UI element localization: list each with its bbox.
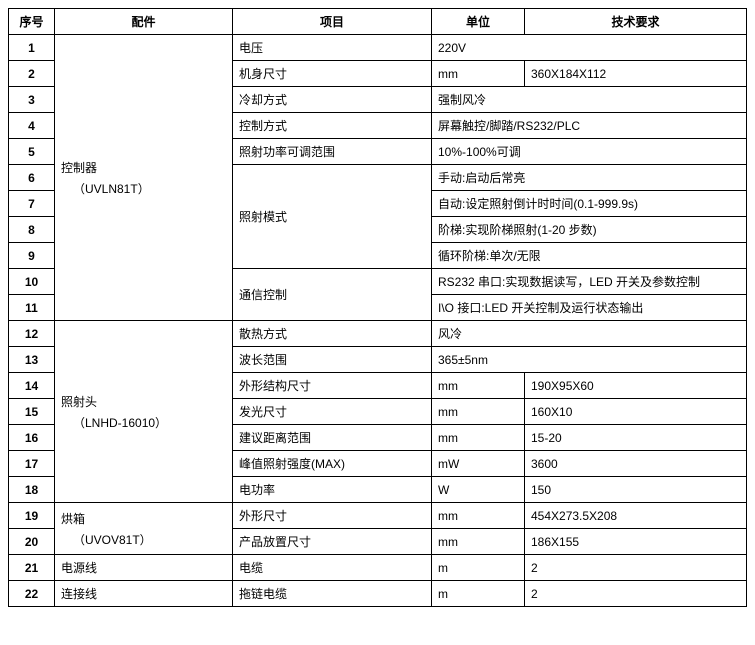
table-row: 21 电源线电缆m2: [9, 555, 747, 581]
cell-unit: mW: [432, 451, 525, 477]
cell-project: 产品放置尺寸: [233, 529, 432, 555]
cell-part: 电源线: [55, 555, 233, 581]
cell-spec: 454X273.5X208: [525, 503, 747, 529]
cell-spec: 2: [525, 555, 747, 581]
cell-unit: mm: [432, 503, 525, 529]
cell-spec: 3600: [525, 451, 747, 477]
cell-unit: mm: [432, 399, 525, 425]
cell-unit: mm: [432, 61, 525, 87]
cell-project: 外形尺寸: [233, 503, 432, 529]
cell-spec: 10%-100%可调: [432, 139, 747, 165]
part-name: 电源线: [61, 559, 226, 576]
cell-idx: 13: [9, 347, 55, 373]
cell-idx: 11: [9, 295, 55, 321]
part-model: （LNHD-16010）: [61, 414, 226, 431]
part-model: （UVLN81T）: [61, 180, 226, 197]
col-part: 配件: [55, 9, 233, 35]
cell-spec: 150: [525, 477, 747, 503]
cell-unit: m: [432, 555, 525, 581]
col-proj: 项目: [233, 9, 432, 35]
cell-idx: 1: [9, 35, 55, 61]
cell-project: 拖链电缆: [233, 581, 432, 607]
cell-idx: 16: [9, 425, 55, 451]
cell-unit: mm: [432, 373, 525, 399]
cell-idx: 21: [9, 555, 55, 581]
cell-idx: 7: [9, 191, 55, 217]
table-row: 19烘箱（UVOV81T）外形尺寸mm454X273.5X208: [9, 503, 747, 529]
cell-spec: 2: [525, 581, 747, 607]
cell-part: 照射头 （LNHD-16010）: [55, 321, 233, 503]
cell-idx: 15: [9, 399, 55, 425]
cell-unit: mm: [432, 529, 525, 555]
table-row: 22 连接线拖链电缆m2: [9, 581, 747, 607]
cell-project: 通信控制: [233, 269, 432, 321]
cell-project: 峰值照射强度(MAX): [233, 451, 432, 477]
cell-project: 电功率: [233, 477, 432, 503]
cell-project: 照射功率可调范围: [233, 139, 432, 165]
cell-part: 烘箱 （UVOV81T）: [55, 503, 233, 555]
cell-idx: 4: [9, 113, 55, 139]
cell-spec: RS232 串口:实现数据读写，LED 开关及参数控制: [432, 269, 747, 295]
cell-idx: 14: [9, 373, 55, 399]
cell-unit: mm: [432, 425, 525, 451]
cell-idx: 20: [9, 529, 55, 555]
cell-spec: 190X95X60: [525, 373, 747, 399]
col-spec: 技术要求: [525, 9, 747, 35]
cell-spec: 屏幕触控/脚踏/RS232/PLC: [432, 113, 747, 139]
cell-spec: I\O 接口:LED 开关控制及运行状态输出: [432, 295, 747, 321]
cell-idx: 10: [9, 269, 55, 295]
cell-spec: 手动:启动后常亮: [432, 165, 747, 191]
cell-spec: 风冷: [432, 321, 747, 347]
cell-idx: 9: [9, 243, 55, 269]
cell-idx: 8: [9, 217, 55, 243]
cell-idx: 2: [9, 61, 55, 87]
cell-project: 电缆: [233, 555, 432, 581]
cell-spec: 360X184X112: [525, 61, 747, 87]
cell-project: 外形结构尺寸: [233, 373, 432, 399]
cell-project: 散热方式: [233, 321, 432, 347]
cell-project: 照射模式: [233, 165, 432, 269]
cell-spec: 阶梯:实现阶梯照射(1-20 步数): [432, 217, 747, 243]
cell-idx: 22: [9, 581, 55, 607]
cell-spec: 循环阶梯:单次/无限: [432, 243, 747, 269]
part-name: 照射头: [61, 393, 226, 410]
spec-table: 序号 配件 项目 单位 技术要求 1控制器（UVLN81T）电压220V2机身尺…: [8, 8, 747, 607]
cell-idx: 19: [9, 503, 55, 529]
part-name: 控制器: [61, 159, 226, 176]
cell-spec: 365±5nm: [432, 347, 747, 373]
cell-spec: 186X155: [525, 529, 747, 555]
cell-unit: m: [432, 581, 525, 607]
cell-project: 冷却方式: [233, 87, 432, 113]
cell-spec: 自动:设定照射倒计时时间(0.1-999.9s): [432, 191, 747, 217]
cell-idx: 18: [9, 477, 55, 503]
spec-table-body: 1控制器（UVLN81T）电压220V2机身尺寸mm360X184X1123冷却…: [9, 35, 747, 607]
col-unit: 单位: [432, 9, 525, 35]
cell-spec: 强制风冷: [432, 87, 747, 113]
part-name: 烘箱: [61, 510, 226, 527]
cell-project: 发光尺寸: [233, 399, 432, 425]
table-row: 1控制器（UVLN81T）电压220V: [9, 35, 747, 61]
col-idx: 序号: [9, 9, 55, 35]
cell-project: 控制方式: [233, 113, 432, 139]
cell-part: 控制器 （UVLN81T）: [55, 35, 233, 321]
cell-idx: 5: [9, 139, 55, 165]
cell-project: 波长范围: [233, 347, 432, 373]
part-model: （UVOV81T）: [61, 531, 226, 548]
cell-idx: 17: [9, 451, 55, 477]
cell-part: 连接线: [55, 581, 233, 607]
header-row: 序号 配件 项目 单位 技术要求: [9, 9, 747, 35]
cell-unit: W: [432, 477, 525, 503]
cell-spec: 220V: [432, 35, 747, 61]
cell-project: 电压: [233, 35, 432, 61]
cell-spec: 15-20: [525, 425, 747, 451]
table-row: 12照射头（LNHD-16010）散热方式风冷: [9, 321, 747, 347]
cell-project: 机身尺寸: [233, 61, 432, 87]
cell-idx: 12: [9, 321, 55, 347]
cell-idx: 6: [9, 165, 55, 191]
cell-idx: 3: [9, 87, 55, 113]
cell-spec: 160X10: [525, 399, 747, 425]
part-name: 连接线: [61, 585, 226, 602]
cell-project: 建议距离范围: [233, 425, 432, 451]
